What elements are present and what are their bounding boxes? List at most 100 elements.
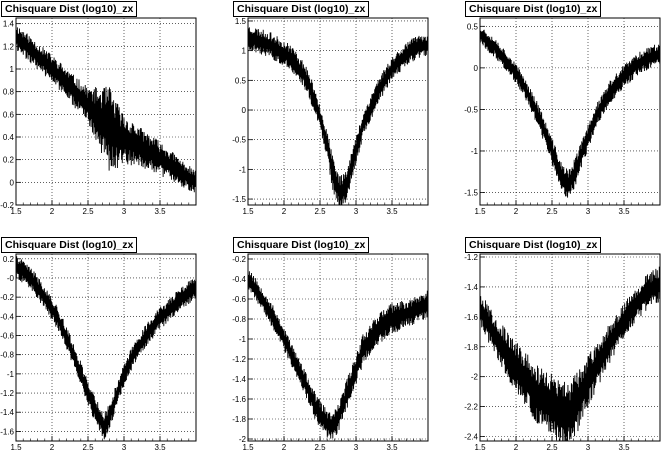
y-tick-label: 1 xyxy=(242,47,247,56)
y-tick-label: 0.8 xyxy=(3,88,15,97)
y-tick-label: -0.5 xyxy=(232,136,246,145)
x-tick-label: 3 xyxy=(586,443,591,452)
x-tick-label: 2.5 xyxy=(82,207,94,216)
y-tick-label: -2 xyxy=(239,435,247,444)
y-tick-label: 0.5 xyxy=(235,76,247,85)
y-tick-label: -2.2 xyxy=(464,403,478,412)
y-tick-label: -1.5 xyxy=(464,189,478,198)
x-tick-label: 2 xyxy=(282,207,287,216)
y-tick-label: 0 xyxy=(242,106,247,115)
chart-svg: 1.5 2 2.5 3 3.5 -1.5 -1 -0.5 0 0.5 xyxy=(464,17,661,216)
y-tick-label: -0.8 xyxy=(0,351,14,360)
x-tick-label: 3.5 xyxy=(154,443,166,452)
chart-panel-3: Chisquare Dist (log10)_zx 1.5 2 2.5 3 3.5 -1.… xyxy=(464,0,662,225)
plot-frame xyxy=(479,253,661,442)
y-tick-label: -0.8 xyxy=(232,315,246,324)
x-tick-label: 1.5 xyxy=(10,443,22,452)
y-tick-label: -0.6 xyxy=(0,332,14,341)
chart-panel-5: Chisquare Dist (log10)_zx 1.5 2 2.5 3 3.5 -0.… xyxy=(232,236,452,461)
data-series-line xyxy=(479,266,661,442)
chart-svg: 1.5 2 2.5 3 3.5 -0.2 -0.4 -0.6 -0.8 -1 -1.2 -1.4 -1.… xyxy=(232,253,429,452)
y-tick-label: 0 xyxy=(474,64,479,73)
y-tick-label: -0.4 xyxy=(0,312,14,321)
x-tick-label: 2 xyxy=(282,443,287,452)
x-tick-label: 2.5 xyxy=(314,207,326,216)
chart-svg: 1.5 2 2.5 3 3.5 -0.2 0 0.2 0.4 0.6 0.8 1 1.2 1.4 xyxy=(0,17,197,216)
data-series-line xyxy=(15,256,197,440)
y-tick-label: 0.2 xyxy=(3,255,15,264)
x-tick-label: 1.5 xyxy=(474,443,486,452)
chart-title: Chisquare Dist (log10)_zx xyxy=(233,1,370,17)
x-tick-label: 2 xyxy=(50,207,55,216)
x-tick-label: 3 xyxy=(122,207,127,216)
y-tick-label: -1.8 xyxy=(464,343,478,352)
y-tick-label: -1.5 xyxy=(232,195,246,204)
x-tick-label: 3 xyxy=(354,207,359,216)
y-tick-label: 1.5 xyxy=(235,17,247,26)
data-series-line xyxy=(247,27,429,206)
x-tick-label: 2 xyxy=(50,443,55,452)
x-tick-label: 1.5 xyxy=(474,207,486,216)
y-tick-label: -1.8 xyxy=(232,415,246,424)
x-tick-label: 3 xyxy=(122,443,127,452)
chart-title: Chisquare Dist (log10)_zx xyxy=(465,237,602,253)
x-tick-label: 3.5 xyxy=(618,207,630,216)
chart-title: Chisquare Dist (log10)_zx xyxy=(465,1,602,17)
chart-svg: 1.5 2 2.5 3 3.5 -1.5 -1 -0.5 0 0.5 1 1.5 xyxy=(232,17,429,216)
y-tick-label: -2 xyxy=(471,373,479,382)
x-tick-label: 2 xyxy=(514,443,519,452)
x-tick-label: 3.5 xyxy=(154,207,166,216)
data-series-line xyxy=(247,271,429,439)
plot-frame xyxy=(479,17,661,206)
y-tick-label: -1 xyxy=(239,165,247,174)
y-tick-label: -1 xyxy=(471,147,479,156)
chart-svg: 1.5 2 2.5 3 3.5 -1.2 -1.4 -1.6 -1.8 -2 -2.2 -2.4 xyxy=(464,253,661,452)
x-tick-label: 2 xyxy=(514,207,519,216)
x-tick-label: 2.5 xyxy=(314,443,326,452)
y-tick-label: -1.6 xyxy=(232,395,246,404)
y-tick-label: -1.4 xyxy=(464,283,478,292)
chart-panel-2: Chisquare Dist (log10)_zx 1.5 2 2.5 3 3.5 -1.… xyxy=(232,0,452,225)
y-tick-label: -0.2 xyxy=(232,255,246,264)
y-tick-label: -1.2 xyxy=(464,253,478,262)
y-tick-label: -1.4 xyxy=(232,375,246,384)
y-tick-label: 0.4 xyxy=(3,133,15,142)
y-tick-label: -2.4 xyxy=(464,433,478,442)
y-tick-label: 0.6 xyxy=(3,110,15,119)
y-tick-label: 0 xyxy=(10,178,15,187)
data-series-line xyxy=(479,29,661,198)
y-tick-label: -1 xyxy=(7,370,15,379)
y-tick-label: -1.2 xyxy=(0,389,14,398)
x-tick-label: 1.5 xyxy=(10,207,22,216)
y-tick-label: -0.2 xyxy=(0,201,14,210)
chart-panel-4: Chisquare Dist (log10)_zx 1.5 2 2.5 3 3.5 0.2… xyxy=(0,236,220,461)
x-tick-label: 3.5 xyxy=(386,443,398,452)
chart-title: Chisquare Dist (log10)_zx xyxy=(233,237,370,253)
y-tick-label: -1.6 xyxy=(464,313,478,322)
x-tick-label: 2.5 xyxy=(546,207,558,216)
x-tick-label: 3 xyxy=(354,443,359,452)
y-tick-label: 1.2 xyxy=(3,42,15,51)
plot-frame xyxy=(15,253,197,442)
y-tick-label: -1.2 xyxy=(232,355,246,364)
y-tick-label: -1.6 xyxy=(0,427,14,436)
x-tick-label: 3.5 xyxy=(618,443,630,452)
y-tick-label: -1.4 xyxy=(0,408,14,417)
y-tick-label: -0.6 xyxy=(232,295,246,304)
y-tick-label: 1.4 xyxy=(3,20,15,29)
y-tick-label: -0.2 xyxy=(0,293,14,302)
y-tick-label: -1 xyxy=(239,335,247,344)
x-tick-label: 2.5 xyxy=(82,443,94,452)
chart-title: Chisquare Dist (log10)_zx xyxy=(1,237,138,253)
x-tick-label: 1.5 xyxy=(242,443,254,452)
y-tick-label: -0.5 xyxy=(464,105,478,114)
x-tick-label: 3 xyxy=(586,207,591,216)
plot-frame xyxy=(247,253,429,442)
chart-title: Chisquare Dist (log10)_zx xyxy=(1,1,138,17)
y-tick-label: -0 xyxy=(7,274,15,283)
chart-panel-6: Chisquare Dist (log10)_zx 1.5 2 2.5 3 3.5 -1.… xyxy=(464,236,662,461)
y-tick-label: 1 xyxy=(10,65,15,74)
x-tick-label: 1.5 xyxy=(242,207,254,216)
x-tick-label: 2.5 xyxy=(546,443,558,452)
y-tick-label: 0.5 xyxy=(467,22,479,31)
